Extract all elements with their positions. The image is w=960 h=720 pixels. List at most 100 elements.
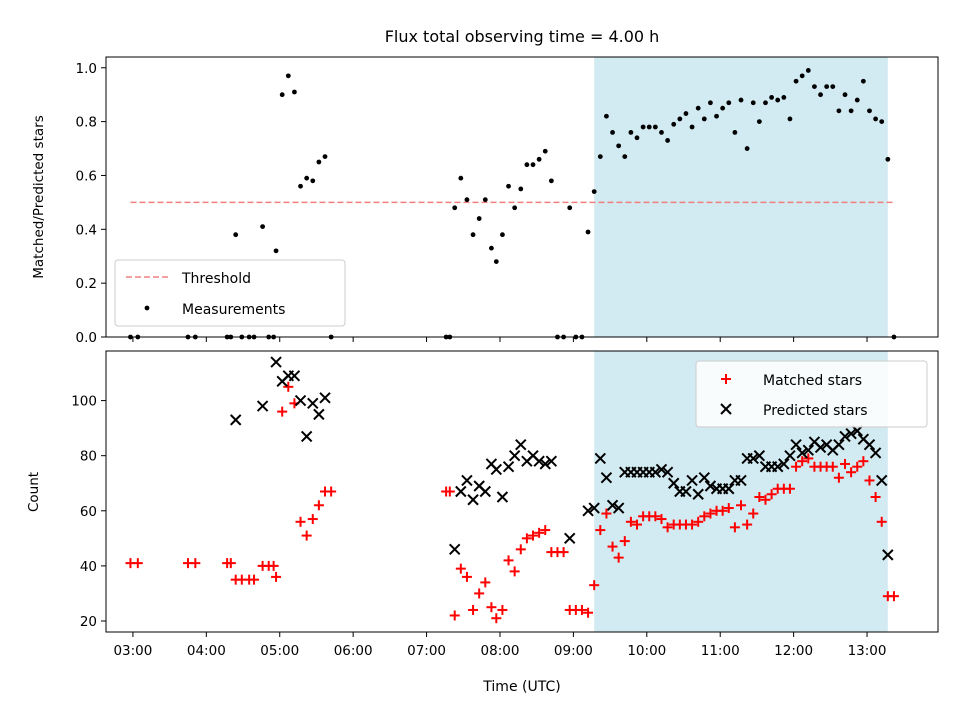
matched-star-marker <box>277 406 288 417</box>
predicted-star-marker <box>869 447 882 459</box>
matched-star-marker <box>754 492 765 503</box>
x-tick-label: 10:00 <box>627 643 666 659</box>
top-window-shade <box>594 57 888 337</box>
top-legend-box <box>114 259 346 327</box>
measurement-point <box>842 92 848 98</box>
legend-matched-swatch <box>721 374 731 384</box>
matched-star-marker <box>576 604 587 615</box>
matched-star-marker <box>723 503 734 514</box>
matched-star-marker <box>693 516 704 527</box>
legend-predicted-swatch <box>720 403 732 415</box>
predicted-star-marker <box>288 370 301 382</box>
matched-star-marker <box>509 566 520 577</box>
y-tick-label: 20 <box>80 614 97 630</box>
measurement-point <box>548 178 554 184</box>
measurement-point <box>610 129 615 135</box>
matched-star-marker <box>474 588 485 599</box>
x-tick-label: 03:00 <box>113 643 152 659</box>
matched-star-marker <box>827 461 838 472</box>
matched-star-marker <box>225 558 236 569</box>
legend-matched-label: Matched stars <box>763 373 862 389</box>
measurement-point <box>512 205 518 211</box>
matched-star-marker <box>797 456 808 467</box>
predicted-star-marker <box>833 438 845 451</box>
measurement-point <box>542 148 548 154</box>
measurement-point <box>585 229 591 235</box>
measurement-point <box>708 100 713 106</box>
predicted-star-marker <box>704 480 717 492</box>
matched-star-marker <box>784 483 795 494</box>
matched-star-marker <box>271 571 282 582</box>
bottom-points-predicted <box>229 356 894 561</box>
matched-star-marker <box>846 467 857 478</box>
measurement-point <box>695 105 701 111</box>
matched-star-marker <box>607 541 618 552</box>
matched-star-marker <box>687 519 698 530</box>
predicted-star-marker <box>270 356 282 368</box>
matched-star-marker <box>625 516 636 527</box>
matched-star-marker <box>283 381 294 392</box>
measurement-point <box>652 124 658 130</box>
matched-star-marker <box>852 461 863 472</box>
measurement-point <box>689 124 695 130</box>
top-y-axis-label: Matched/Predicted stars <box>31 115 47 278</box>
legend-predicted-marker <box>720 403 732 415</box>
x-tick-label: 06:00 <box>334 643 373 659</box>
y-tick-label: 0.8 <box>76 115 97 131</box>
measurement-point <box>634 135 640 141</box>
measurement-point <box>726 100 732 106</box>
matched-star-marker <box>249 574 260 585</box>
measurement-point <box>482 197 488 203</box>
measurement-point <box>854 97 860 103</box>
measurement-point <box>591 189 597 195</box>
matched-star-marker <box>803 453 814 464</box>
matched-star-marker <box>650 511 661 522</box>
predicted-star-marker <box>313 408 325 421</box>
bottom-legend: Matched stars Predicted stars <box>695 360 928 428</box>
predicted-star-marker <box>588 502 600 514</box>
y-tick-label: 80 <box>80 449 97 465</box>
measurement-point <box>781 94 787 100</box>
measurement-point <box>732 129 738 135</box>
measurement-point <box>763 100 768 106</box>
matched-star-marker <box>595 525 606 536</box>
matched-star-marker <box>656 514 667 525</box>
measurement-point <box>659 129 664 135</box>
measurement-point <box>285 73 291 79</box>
measurement-point <box>860 78 866 84</box>
matched-star-marker <box>313 500 324 511</box>
predicted-star-marker <box>692 488 704 500</box>
x-tick-label: 07:00 <box>407 643 446 659</box>
predicted-star-marker <box>686 474 698 487</box>
y-tick-label: 40 <box>80 559 97 575</box>
measurement-point <box>273 248 279 254</box>
matched-star-marker <box>461 571 472 582</box>
matched-star-marker <box>833 472 844 483</box>
measurement-point <box>665 138 670 143</box>
predicted-star-marker <box>668 477 680 489</box>
x-tick-label: 12:00 <box>774 643 813 659</box>
matched-star-marker <box>589 580 600 591</box>
predicted-star-marker <box>735 474 747 487</box>
measurement-point <box>260 224 266 230</box>
matched-star-marker <box>791 461 802 472</box>
matched-star-marker <box>132 558 143 569</box>
matched-star-marker <box>444 486 455 497</box>
matched-star-marker <box>534 527 545 538</box>
predicted-star-marker <box>256 400 269 412</box>
predicted-star-marker <box>802 444 815 456</box>
predicted-star-marker <box>876 474 888 487</box>
measurement-point <box>867 108 872 114</box>
matched-star-marker <box>632 519 643 530</box>
matched-star-marker <box>717 505 728 516</box>
matched-star-marker <box>864 475 875 486</box>
predicted-star-marker <box>496 491 509 503</box>
predicted-star-marker <box>790 438 802 451</box>
predicted-star-marker <box>606 499 619 511</box>
measurement-point <box>677 116 683 122</box>
top-frame <box>105 56 939 338</box>
bottom-y-axis: 20 40 60 80 100 <box>71 394 106 630</box>
predicted-star-marker <box>600 472 613 484</box>
predicted-star-marker <box>814 441 827 454</box>
matched-star-marker <box>699 511 710 522</box>
